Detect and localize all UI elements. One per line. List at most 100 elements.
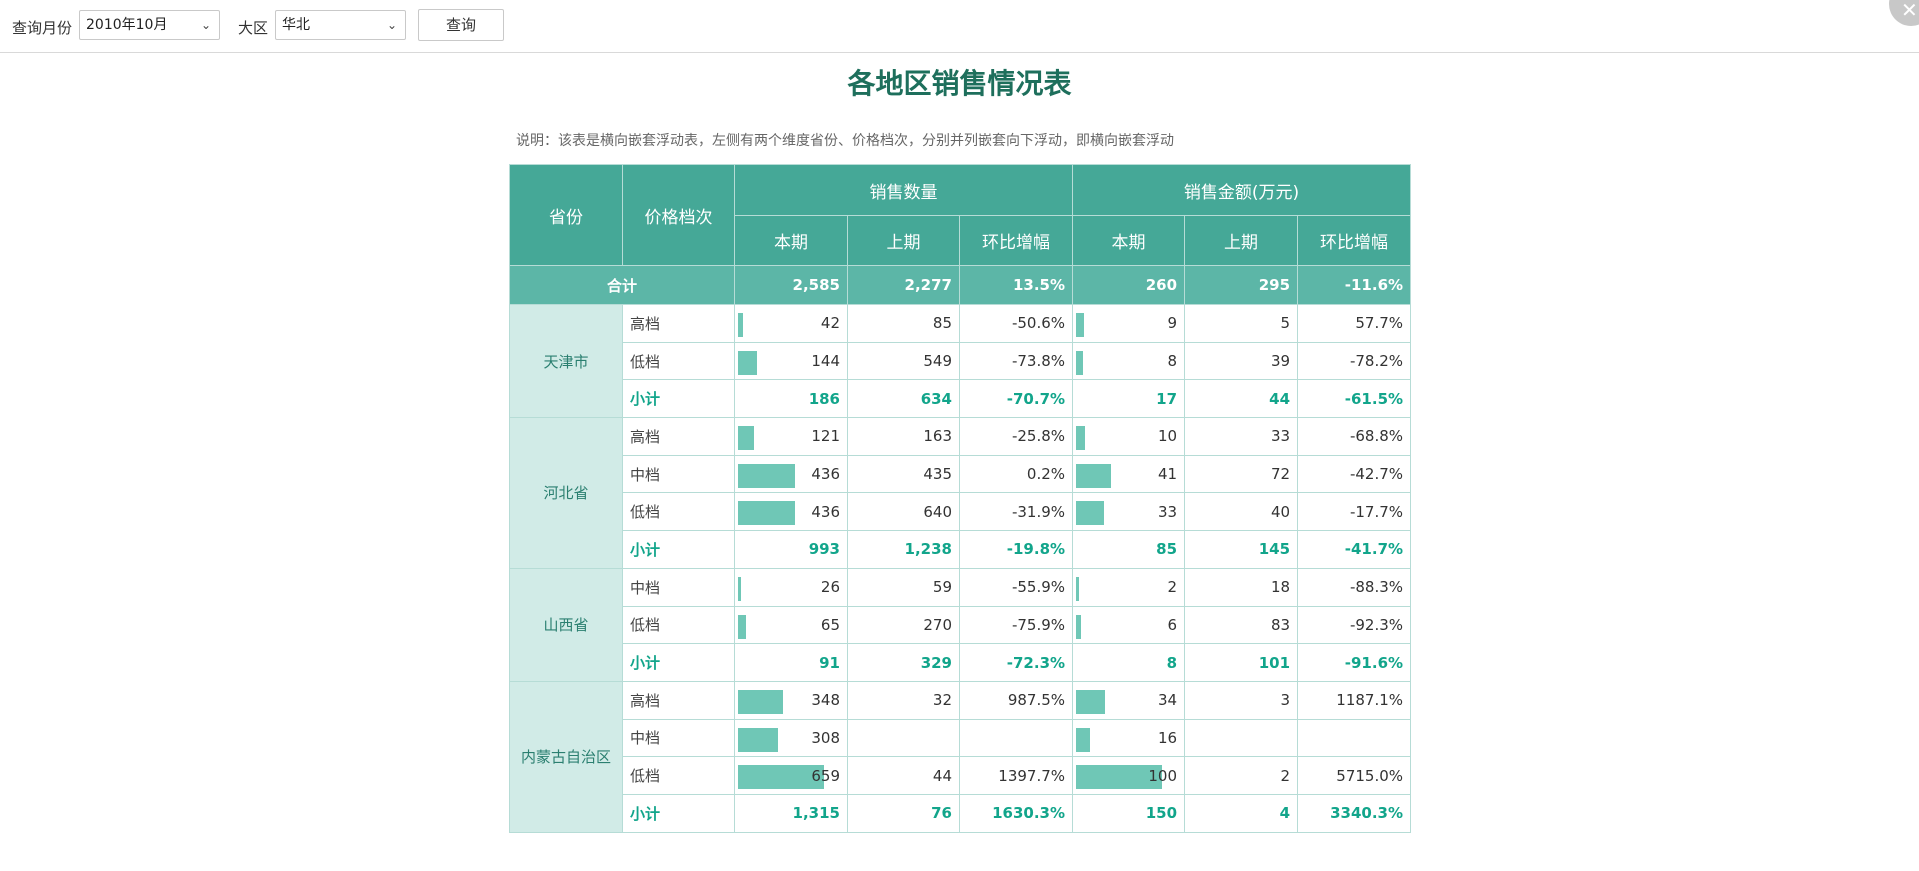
data-bar (738, 313, 743, 337)
region-select-value: 华北 (282, 17, 310, 33)
cell-value: 0.2% (1026, 465, 1066, 484)
amt-change-cell: 5715.0% (1297, 756, 1412, 795)
month-label: 查询月份 (12, 19, 73, 37)
cell-value: 65 (820, 615, 840, 634)
price-level-cell: 小计 (622, 530, 735, 569)
cell-value: 101 (1258, 653, 1291, 672)
amt-change-cell: 3340.3% (1297, 793, 1412, 833)
cell-value: 8 (1167, 352, 1178, 371)
query-button[interactable]: 查询 (418, 9, 504, 41)
cell-value: 640 (923, 502, 952, 521)
price-level-cell: 低档 (622, 605, 735, 645)
cell-value: 993 (808, 540, 840, 559)
data-bar (1076, 463, 1112, 488)
qty-current-cell: 308 (734, 718, 848, 758)
table-row: 中档 308 16 (510, 718, 1412, 758)
cell-value: 17 (1156, 389, 1178, 408)
close-icon: ✕ (1901, 0, 1918, 22)
amt-previous-cell: 145 (1184, 530, 1299, 569)
amt-previous-cell: 39 (1184, 341, 1299, 381)
subtotal-row: 小计 1,315 76 1630.3% 150 4 3340.3% (510, 793, 1412, 833)
qty-previous-cell: 76 (847, 793, 960, 833)
subtotal-row: 小计 993 1,238 -19.8% 85 145 -41.7% (510, 530, 1412, 569)
qty-previous-cell: 32 (847, 680, 960, 720)
cell-value: 1,238 (904, 540, 952, 559)
amt-change-cell: -41.7% (1297, 530, 1412, 569)
table-row: 低档 144 549 -73.8% 8 39 -78.2% (510, 341, 1412, 381)
amt-change-cell: 1187.1% (1297, 680, 1412, 720)
qty-previous-cell: 59 (847, 567, 960, 607)
data-bar (738, 350, 757, 375)
cell-value: 42 (820, 314, 840, 333)
qty-change-cell: -72.3% (958, 643, 1074, 682)
cell-value: 150 (1145, 804, 1178, 823)
cell-value: 6 (1167, 615, 1178, 634)
qty-current-cell: 436 (734, 492, 848, 532)
header-qty-previous: 上期 (847, 215, 960, 266)
cell-value: 1630.3% (992, 804, 1066, 823)
qty-change-cell: 0.2% (958, 454, 1074, 494)
cell-value: 436 (811, 502, 840, 521)
cell-value: -31.9% (1011, 502, 1066, 521)
subtotal-row: 小计 91 329 -72.3% 8 101 -91.6% (510, 643, 1412, 682)
cell-value: -78.2% (1349, 352, 1404, 371)
region-label: 大区 (238, 19, 269, 37)
amt-change-cell: -61.5% (1297, 379, 1412, 419)
cell-value: 308 (811, 728, 840, 747)
cell-value: 329 (920, 653, 952, 672)
amt-change-cell: -42.7% (1297, 454, 1412, 494)
month-select-value: 2010年10月 (86, 17, 168, 33)
qty-change-cell (958, 718, 1074, 758)
qty-current-cell: 121 (734, 417, 848, 456)
province-cell: 山西省 (509, 567, 623, 682)
cell-value: 145 (1258, 540, 1291, 559)
amt-current-cell: 6 (1072, 605, 1186, 645)
province-cell: 内蒙古自治区 (509, 680, 623, 833)
qty-current-cell: 144 (734, 341, 848, 381)
amt-current-cell: 100 (1072, 756, 1186, 795)
data-bar (738, 426, 754, 451)
chevron-down-icon: ⌄ (386, 18, 397, 32)
close-button[interactable]: ✕ (1889, 0, 1919, 26)
table-row: 山西省 中档 26 59 -55.9% 2 18 -88.3% (509, 567, 1412, 682)
cell-value: -92.3% (1349, 615, 1404, 634)
qty-previous-cell: 640 (847, 492, 960, 532)
amt-previous-cell: 72 (1184, 454, 1299, 494)
amt-previous-cell: 2 (1184, 756, 1299, 795)
cell-value: 57.7% (1355, 314, 1404, 333)
qty-previous-cell: 270 (847, 605, 960, 645)
cell-value: 85 (1156, 540, 1178, 559)
cell-value: 9 (1167, 314, 1178, 333)
price-level-cell: 高档 (622, 680, 735, 720)
qty-change-cell: 1397.7% (958, 756, 1074, 795)
qty-current-cell: 26 (734, 567, 848, 607)
data-bar (1076, 426, 1086, 451)
cell-value: 163 (923, 427, 952, 446)
amt-current-cell: 34 (1072, 680, 1186, 720)
price-level-cell: 小计 (622, 793, 735, 833)
table-row: 低档 659 44 1397.7% 100 2 5715.0% (510, 756, 1412, 795)
amt-previous-cell (1184, 718, 1299, 758)
amt-current-cell: 2 (1072, 567, 1186, 607)
cell-value: -19.8% (1006, 540, 1066, 559)
amt-change-cell: 57.7% (1297, 304, 1412, 343)
qty-current-cell: 1,315 (734, 793, 848, 833)
region-select[interactable]: 华北 ⌄ (275, 10, 406, 40)
data-bar (738, 463, 795, 488)
amt-change-cell: -68.8% (1297, 417, 1412, 456)
data-bar (1076, 313, 1085, 337)
data-bar (738, 765, 824, 790)
amt-previous-cell: 44 (1184, 379, 1299, 419)
header-amt-current: 本期 (1072, 215, 1186, 266)
cell-value: 987.5% (1007, 691, 1066, 710)
data-bar (738, 501, 795, 526)
price-level-cell: 中档 (622, 718, 735, 758)
amt-previous-cell: 18 (1184, 567, 1299, 607)
amt-change-cell: -17.7% (1297, 492, 1412, 532)
month-select[interactable]: 2010年10月 ⌄ (79, 10, 220, 40)
amt-previous-cell: 101 (1184, 643, 1299, 682)
data-bar (738, 614, 746, 639)
cell-value: 100 (1148, 766, 1178, 785)
cell-value: 32 (932, 691, 952, 710)
total-qty-previous: 2,277 (847, 265, 960, 305)
